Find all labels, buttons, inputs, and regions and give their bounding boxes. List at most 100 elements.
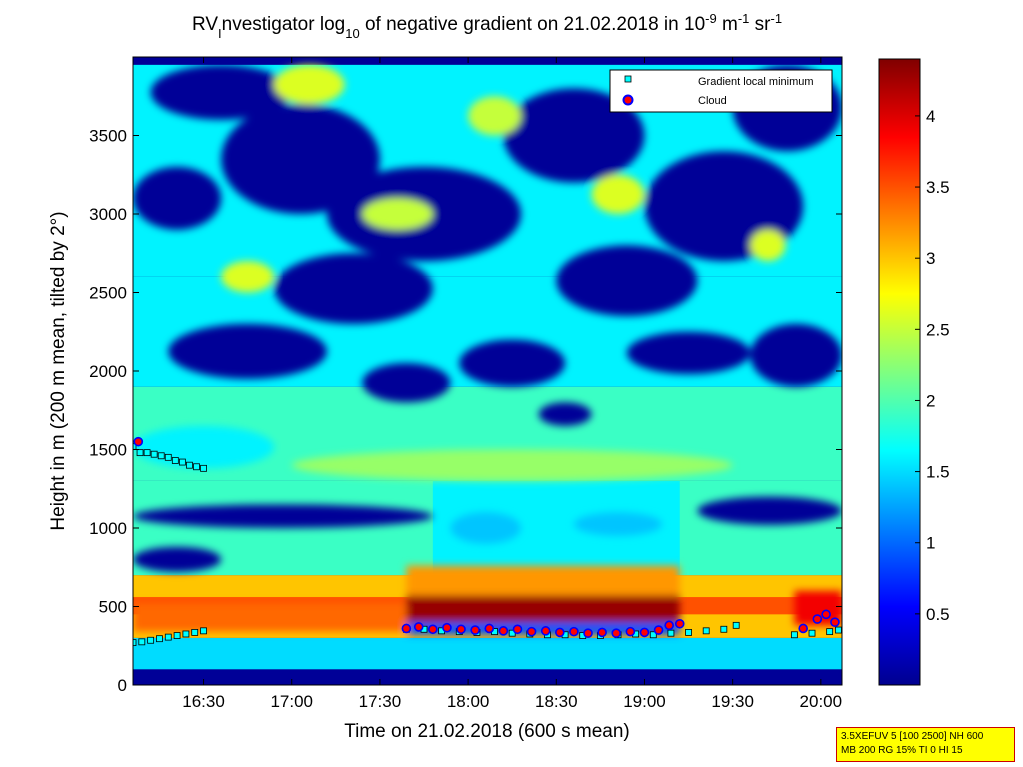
cloud-marker [625,626,636,637]
info-line-1: 3.5XEFUV 5 [100 2500] NH 600 [841,731,984,742]
cloud-marker [540,626,551,636]
heatmap-patch [133,166,222,230]
y-tick-label: 1000 [89,519,127,538]
x-tick-label: 16:30 [182,692,225,711]
gradient-minimum-marker [164,633,172,641]
settings-info-box: 3.5XEFUV 5 [100 2500] NH 600 MB 200 RG 1… [836,727,1015,762]
cloud-marker [674,618,685,629]
gradient-minimum-marker [143,449,151,457]
heatmap-patch [133,425,275,469]
gradient-minimum-marker [649,631,657,639]
gradient-minimum-marker [186,461,193,469]
heatmap-patch [503,88,645,183]
colorbar-ticks: 0.5 1 1.5 2 2.5 3 3.5 4 [915,107,950,624]
heatmap-patch [362,363,451,403]
colorbar-frame [878,58,921,686]
cloud-marker [812,614,823,624]
gradient-minimum-marker [178,458,186,466]
cloud-marker [830,617,840,628]
heatmap-patch [133,504,433,528]
heatmap-patch [697,496,842,525]
legend-label-cloud: Cloud [698,95,727,107]
heatmap-patch [274,64,345,105]
heatmap-patch [406,565,680,596]
heatmap-band [133,637,842,670]
gradient-minimum-marker [200,627,207,635]
heatmap-patch [573,512,663,536]
heatmap-patch [538,402,592,426]
cloud-marker [428,624,438,635]
x-tick-label: 19:00 [623,692,666,711]
gradient-minimum-marker [193,463,200,471]
gradient-minimum-marker [171,457,179,464]
colorbar-tick-label: 1.5 [926,463,950,482]
heatmap-patch [591,174,645,214]
colorbar-gradient [879,59,920,685]
gradient-minimum-marker [191,629,199,636]
cloud-marker [569,626,579,637]
heatmap-features [133,64,842,635]
x-tick-label: 19:30 [711,692,754,711]
x-axis-ticks: 16:30 17:00 17:30 18:00 18:30 19:00 19:30 20:00 [182,57,842,711]
gradient-minimum-marker [835,626,842,634]
y-axis-label: Height in m (200 m mean, tilted by 2°) [48,211,69,530]
cloud-marker [470,625,480,635]
legend: Gradient local minimum Cloud [609,69,833,113]
cloud-marker [583,628,593,638]
legend-box [609,69,833,113]
colorbar: 0.5 1 1.5 2 2.5 3 3.5 4 [878,58,950,686]
heatmap-patch [291,449,733,481]
heatmap-patch [556,245,698,317]
x-axis-label: Time on 21.02.2018 (600 s mean) [344,721,630,742]
gradient-minimum-marker [173,632,181,639]
gradient-minimum-marker [685,629,692,636]
cloud-marker [639,627,650,638]
heatmap-patch [274,253,433,324]
gradient-minimum-marker [133,442,137,450]
cloud-marker [611,628,622,638]
gradient-minimum-marker [164,453,172,461]
gradient-minimum-marker [147,636,155,644]
heatmap-patch [406,595,680,623]
marker-series [133,436,842,647]
heatmap-patch [221,104,380,214]
gradient-minimum-marker [808,629,816,637]
heatmap-patch [750,229,786,262]
y-tick-label: 1500 [89,441,127,460]
gradient-minimum-marker [790,631,798,639]
colorbar-tick-label: 3 [926,249,935,268]
heatmap-patch [626,331,751,375]
colorbar-tick-label: 0.5 [926,605,950,624]
info-line-2: MB 200 RG 15% TI 0 HI 15 [841,745,963,756]
cloud-marker [401,623,412,634]
y-tick-label: 0 [118,676,127,695]
heatmap-patch [468,96,522,136]
cloud-marker [526,626,537,637]
cloud-marker [555,627,565,638]
cloud-marker [798,623,808,634]
gradient-minimum-marker [826,628,834,636]
y-tick-label: 3000 [89,205,127,224]
gradient-minimum-marker [157,452,165,460]
gradient-minimum-marker [138,638,146,646]
colorbar-tick-label: 4 [926,107,935,126]
heatmap-patch [168,323,328,379]
legend-circle-marker [622,94,634,106]
cloud-marker [413,622,424,632]
cloud-marker [442,622,452,633]
cloud-marker [664,620,674,631]
colorbar-tick-label: 3.5 [926,178,950,197]
legend-label-gradient: Gradient local minimum [698,76,814,88]
y-tick-label: 2000 [89,362,127,381]
cloud-marker [456,624,466,635]
cloud-marker [821,609,831,620]
x-tick-label: 20:00 [800,692,843,711]
heatmap-patch [133,546,222,572]
cloud-marker [133,436,144,447]
gradient-minimum-marker [150,450,158,458]
y-tick-label: 500 [99,598,127,617]
gradient-minimum-marker [720,625,728,633]
gradient-minimum-marker [702,627,710,635]
gradient-minimum-marker [667,629,675,637]
gradient-minimum-marker [136,449,144,457]
